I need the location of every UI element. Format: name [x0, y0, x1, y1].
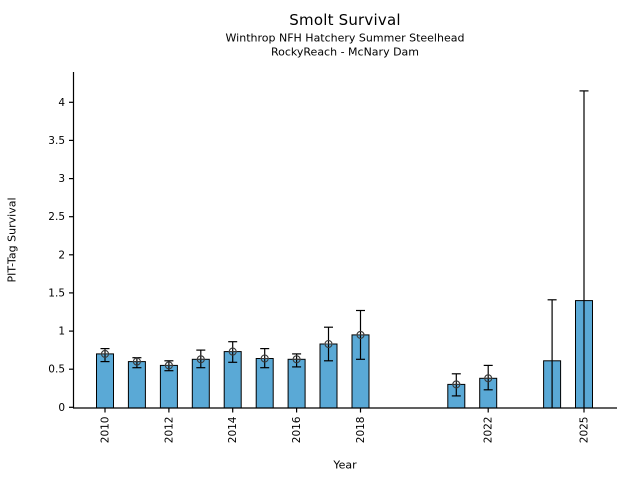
marker-circle-2017 [324, 339, 333, 349]
marker-circle-2022 [484, 374, 493, 383]
marker-circle-2018 [356, 330, 365, 339]
y-tick-label-3.5: 3.5 [48, 135, 65, 147]
x-tick-label-2022: 2022 [483, 417, 495, 444]
chart-title: Smolt Survival [289, 11, 401, 29]
x-tick-label-2025: 2025 [579, 417, 591, 444]
chart-subtitle-line2: RockyReach - McNary Dam [270, 45, 420, 59]
y-tick-label-1: 1 [58, 326, 65, 338]
marker-circle-2010 [100, 349, 110, 358]
x-tick-label-2010: 2010 [100, 417, 112, 444]
marker-circle-2013 [196, 355, 205, 364]
marker-circle-2016 [292, 355, 301, 364]
marker-circle-2011 [132, 357, 141, 366]
x-axis-label: Year [333, 458, 357, 472]
x-tick-label-2012: 2012 [163, 417, 175, 444]
y-tick-label-2.5: 2.5 [48, 211, 65, 223]
y-tick-label-2: 2 [58, 249, 65, 261]
y-tick-label-0: 0 [58, 402, 65, 414]
x-tick-label-2018: 2018 [355, 417, 367, 444]
y-tick-label-1.5: 1.5 [48, 287, 65, 299]
marker-circle-2012 [164, 361, 173, 370]
x-tick-label-2016: 2016 [291, 416, 303, 443]
marker-circle-2014 [228, 347, 237, 356]
marker-circle-2021 [452, 380, 461, 389]
chart-subtitle-line1: Winthrop NFH Hatchery Summer Steelhead [225, 31, 465, 45]
x-tick-label-2014: 2014 [227, 416, 239, 443]
y-tick-label-0.5: 0.5 [48, 364, 65, 376]
marker-circle-2015 [260, 354, 269, 363]
bar-2011 [127, 361, 146, 409]
y-tick-label-3: 3 [58, 173, 65, 185]
y-tick-label-4: 4 [58, 97, 65, 109]
bar-2012 [159, 364, 178, 409]
